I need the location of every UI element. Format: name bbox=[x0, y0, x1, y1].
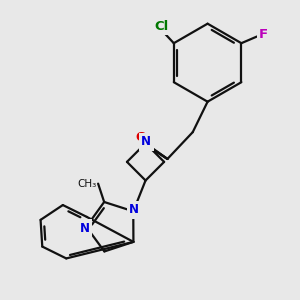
Text: Cl: Cl bbox=[154, 20, 169, 33]
Text: O: O bbox=[135, 131, 146, 144]
Text: F: F bbox=[259, 28, 268, 41]
Text: N: N bbox=[80, 222, 90, 235]
Text: N: N bbox=[129, 203, 139, 216]
Text: CH₃: CH₃ bbox=[77, 178, 96, 189]
Text: N: N bbox=[141, 135, 151, 148]
